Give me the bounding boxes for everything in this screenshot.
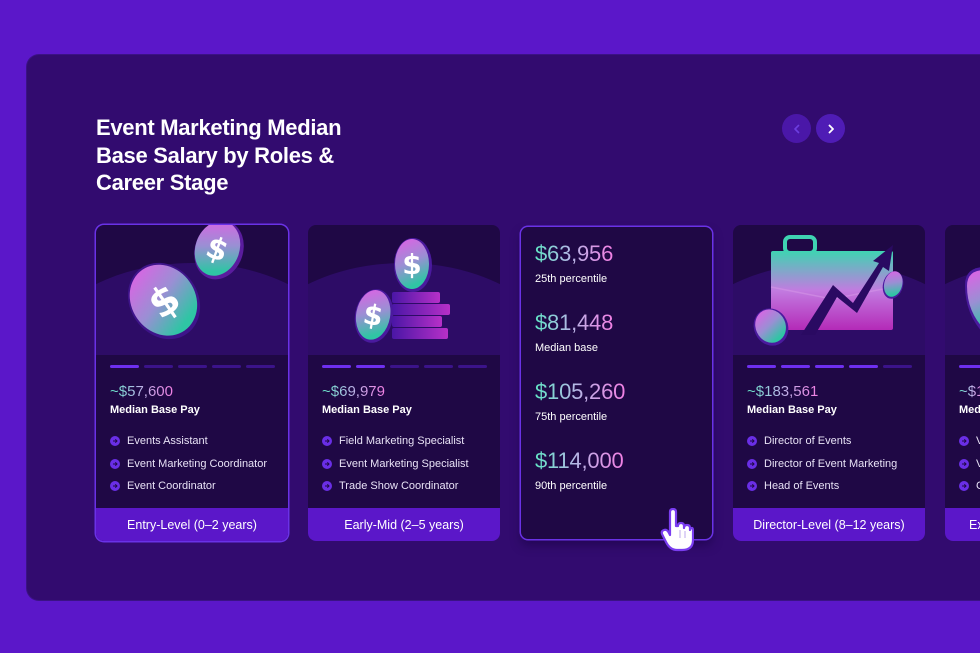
career-stage-card-entry[interactable]: $ $ ~$57,600 Median Base Pay Events Assi… — [96, 225, 288, 541]
career-stage-card-executive[interactable]: ~$1 Med V V C Ex — [945, 225, 980, 541]
list-item: Head of Events — [747, 475, 897, 497]
stat-value: $63,956 — [535, 241, 614, 266]
list-item: Director of Events — [747, 430, 897, 452]
arrow-right-circle-icon — [747, 480, 757, 491]
career-stage-label: Early-Mid (2–5 years) — [308, 508, 500, 541]
badge-illustration — [945, 225, 980, 355]
arrow-right-circle-icon — [747, 436, 757, 447]
stat-value: $114,000 — [535, 448, 624, 473]
career-stage-card-director[interactable]: ~$183,561 Median Base Pay Director of Ev… — [733, 225, 925, 541]
stat-label: 25th percentile — [535, 273, 608, 285]
amount-label: Median Base Pay — [110, 404, 200, 416]
coins-illustration: $ $ — [96, 225, 288, 355]
stat-label: Median base — [535, 342, 598, 354]
arrow-right-circle-icon — [959, 436, 969, 447]
career-stage-label: Director-Level (8–12 years) — [733, 508, 925, 541]
median-amount: ~$69,979 — [322, 383, 385, 400]
briefcase-illustration — [733, 225, 925, 355]
coin-stack-illustration: $ $ — [308, 225, 500, 355]
career-stage-card-early-mid[interactable]: $ $ ~$69,979 Median Base Pay Field Marke… — [308, 225, 500, 541]
stat-label: 90th percentile — [535, 480, 608, 492]
arrow-right-circle-icon — [322, 458, 332, 469]
carousel-next-button[interactable] — [816, 114, 845, 143]
svg-text:$: $ — [402, 248, 421, 281]
list-item: Trade Show Coordinator — [322, 475, 469, 497]
arrow-right-circle-icon — [747, 458, 757, 469]
arrow-right-circle-icon — [110, 436, 120, 447]
hand-pointer-icon — [660, 508, 694, 552]
list-item: Field Marketing Specialist — [322, 430, 469, 452]
stat-90th: $114,000 90th percentile — [535, 448, 624, 492]
career-stage-label: Ex — [945, 508, 980, 541]
progress-indicator — [747, 365, 912, 368]
page-title: Event Marketing Median Base Salary by Ro… — [96, 115, 342, 195]
carousel-prev-button[interactable] — [782, 114, 811, 143]
list-item: Director of Event Marketing — [747, 452, 897, 474]
list-item: Event Marketing Specialist — [322, 452, 469, 474]
chevron-right-icon — [828, 124, 834, 133]
coin-stack-icon: $ $ — [354, 238, 450, 343]
stat-value: $105,260 — [535, 379, 626, 404]
median-amount: ~$183,561 — [747, 383, 819, 400]
arrow-right-circle-icon — [322, 436, 332, 447]
progress-indicator — [110, 365, 275, 368]
median-amount: ~$57,600 — [110, 383, 173, 400]
arrow-right-circle-icon — [110, 480, 120, 491]
badge-icon — [965, 267, 980, 330]
list-item: C — [959, 475, 980, 497]
percentile-stats-card[interactable]: $63,956 25th percentile $81,448 Median b… — [521, 227, 712, 539]
list-item: V — [959, 430, 980, 452]
role-list: Director of Events Director of Event Mar… — [747, 430, 897, 497]
stat-label: 75th percentile — [535, 411, 608, 423]
arrow-right-circle-icon — [959, 480, 969, 491]
list-item: Event Marketing Coordinator — [110, 452, 267, 474]
list-item: Events Assistant — [110, 430, 267, 452]
stat-median: $81,448 Median base — [535, 310, 613, 354]
amount-label: Median Base Pay — [747, 404, 837, 416]
stat-value: $81,448 — [535, 310, 614, 335]
stat-75th: $105,260 75th percentile — [535, 379, 625, 423]
stat-25th: $63,956 25th percentile — [535, 241, 613, 285]
amount-label: Median Base Pay — [322, 404, 412, 416]
arrow-right-circle-icon — [322, 480, 332, 491]
role-list: V V C — [959, 430, 980, 497]
list-item: V — [959, 452, 980, 474]
list-item: Event Coordinator — [110, 475, 267, 497]
arrow-right-circle-icon — [959, 458, 969, 469]
role-list: Field Marketing Specialist Event Marketi… — [322, 430, 469, 497]
arrow-right-circle-icon — [110, 458, 120, 469]
progress-indicator — [959, 365, 980, 368]
career-stage-label: Entry-Level (0–2 years) — [96, 508, 288, 541]
progress-indicator — [322, 365, 487, 368]
briefcase-growth-icon — [753, 235, 904, 346]
role-list: Events Assistant Event Marketing Coordin… — [110, 430, 267, 497]
amount-label: Med — [959, 404, 980, 416]
chevron-left-icon — [793, 124, 799, 133]
coins-icon: $ $ — [127, 225, 244, 340]
median-amount: ~$1 — [959, 383, 980, 400]
